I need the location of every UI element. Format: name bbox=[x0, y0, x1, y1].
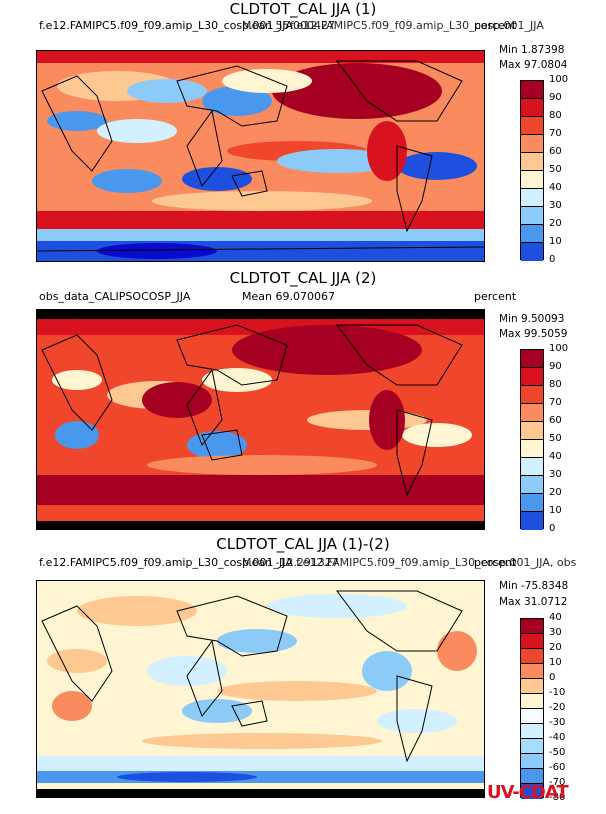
colorbar-tick-label: 70 bbox=[549, 128, 562, 139]
colorbar-segment bbox=[521, 117, 543, 135]
colorbar-tick-label: 30 bbox=[549, 469, 562, 480]
colorbar-segment bbox=[521, 189, 543, 207]
panel3-max: Max 31.0712 bbox=[499, 596, 568, 608]
colorbar-segment bbox=[521, 754, 543, 769]
colorbar-tick-label: 40 bbox=[549, 451, 562, 462]
colorbar-segment bbox=[521, 476, 543, 494]
panel1-min: Min 1.87398 bbox=[499, 44, 565, 56]
panel2-map-svg bbox=[37, 310, 484, 529]
colorbar-tick-label: -80 bbox=[549, 792, 566, 803]
colorbar-segment bbox=[521, 440, 543, 458]
panel3-units: percent bbox=[474, 556, 517, 569]
colorbar-tick-label: 50 bbox=[549, 164, 562, 175]
colorbar-tick-label: -70 bbox=[549, 777, 566, 788]
colorbar-tick-label: 100 bbox=[549, 343, 569, 354]
colorbar-tick-label: -50 bbox=[549, 747, 566, 758]
colorbar-segment bbox=[521, 694, 543, 709]
colorbar-tick-label: 80 bbox=[549, 110, 562, 121]
panel3-map bbox=[36, 580, 485, 798]
colorbar-segment bbox=[521, 171, 543, 189]
colorbar-tick-label: 0 bbox=[549, 523, 556, 534]
panel1-mean: Mean 55.000427 bbox=[242, 19, 335, 32]
panel1-max: Max 97.0804 bbox=[499, 59, 568, 71]
colorbar-segment bbox=[521, 386, 543, 404]
panel3-min: Min -75.8348 bbox=[499, 580, 569, 592]
colorbar-segment bbox=[521, 679, 543, 694]
colorbar-segment bbox=[521, 368, 543, 386]
colorbar-tick-label: 100 bbox=[549, 74, 569, 85]
logo-text: UV-CDAT bbox=[487, 782, 569, 803]
colorbar-tick-label: -30 bbox=[549, 717, 566, 728]
panel2-max: Max 99.5059 bbox=[499, 328, 568, 340]
panel2-colorbar bbox=[520, 349, 544, 530]
colorbar-segment bbox=[521, 634, 543, 649]
colorbar-tick-label: 90 bbox=[549, 361, 562, 372]
colorbar-segment bbox=[521, 724, 543, 739]
panel2-units: percent bbox=[474, 290, 517, 303]
colorbar-tick-label: -40 bbox=[549, 732, 566, 743]
panel1-case-label: f.e12.FAMIPC5.f09_f09.amip_L30_cosp.001_… bbox=[39, 19, 293, 32]
colorbar-segment bbox=[521, 243, 543, 261]
colorbar-tick-label: -10 bbox=[549, 687, 566, 698]
colorbar-tick-label: 80 bbox=[549, 379, 562, 390]
colorbar-segment bbox=[521, 207, 543, 225]
colorbar-segment bbox=[521, 81, 543, 99]
colorbar-segment bbox=[521, 422, 543, 440]
colorbar-segment bbox=[521, 99, 543, 117]
colorbar-segment bbox=[521, 619, 543, 634]
colorbar-tick-label: 20 bbox=[549, 218, 562, 229]
panel1-map bbox=[36, 50, 485, 262]
panel1-case-label-2: f.e12.FAMIPC5.f09_f09.amip_L30_cosp.001_… bbox=[290, 19, 544, 32]
colorbar-tick-label: 20 bbox=[549, 642, 562, 653]
colorbar-segment bbox=[521, 664, 543, 679]
colorbar-segment bbox=[521, 350, 543, 368]
panel3-mean: Mean -12.291327 bbox=[242, 556, 339, 569]
colorbar-tick-label: 70 bbox=[549, 397, 562, 408]
panel1-colorbar bbox=[520, 80, 544, 261]
colorbar-tick-label: 40 bbox=[549, 612, 562, 623]
colorbar-tick-label: 0 bbox=[549, 254, 556, 265]
panel1-map-svg bbox=[37, 51, 484, 261]
colorbar-segment bbox=[521, 769, 543, 784]
panel2-min: Min 9.50093 bbox=[499, 313, 565, 325]
panel3-case-label-2: f.e12.FAMIPC5.f09_f09.amip_L30_cosp.001_… bbox=[296, 556, 577, 569]
colorbar-segment bbox=[521, 649, 543, 664]
panel1-title: CLDTOT_CAL JJA (1) bbox=[229, 0, 377, 18]
panel2-case-label: obs_data_CALIPSOCOSP_JJA bbox=[39, 290, 191, 303]
colorbar-tick-label: 40 bbox=[549, 182, 562, 193]
colorbar-segment bbox=[521, 739, 543, 754]
colorbar-segment bbox=[521, 153, 543, 171]
colorbar-segment bbox=[521, 135, 543, 153]
colorbar-segment bbox=[521, 225, 543, 243]
colorbar-tick-label: 60 bbox=[549, 146, 562, 157]
colorbar-tick-label: 50 bbox=[549, 433, 562, 444]
panel3-colorbar bbox=[520, 618, 544, 799]
colorbar-tick-label: 90 bbox=[549, 92, 562, 103]
colorbar-segment bbox=[521, 709, 543, 724]
uvcdat-logo: UV-CDAT bbox=[487, 782, 569, 803]
panel3-map-svg bbox=[37, 581, 484, 797]
colorbar-segment bbox=[521, 784, 543, 799]
colorbar-tick-label: 10 bbox=[549, 657, 562, 668]
colorbar-segment bbox=[521, 512, 543, 530]
colorbar-tick-label: 10 bbox=[549, 505, 562, 516]
colorbar-tick-label: 20 bbox=[549, 487, 562, 498]
panel3-case-label: f.e12.FAMIPC5.f09_f09.amip_L30_cosp.001_… bbox=[39, 556, 293, 569]
colorbar-segment bbox=[521, 404, 543, 422]
colorbar-tick-label: 30 bbox=[549, 200, 562, 211]
colorbar-tick-label: 10 bbox=[549, 236, 562, 247]
colorbar-tick-label: 0 bbox=[549, 672, 556, 683]
colorbar-tick-label: -20 bbox=[549, 702, 566, 713]
panel2-mean: Mean 69.070067 bbox=[242, 290, 335, 303]
colorbar-tick-label: 60 bbox=[549, 415, 562, 426]
colorbar-segment bbox=[521, 458, 543, 476]
colorbar-tick-label: -60 bbox=[549, 762, 566, 773]
colorbar-tick-label: 30 bbox=[549, 627, 562, 638]
panel3-title: CLDTOT_CAL JJA (1)-(2) bbox=[216, 535, 390, 553]
colorbar-segment bbox=[521, 494, 543, 512]
panel2-map bbox=[36, 309, 485, 530]
panel1-units: percent bbox=[474, 19, 517, 32]
panel2-title: CLDTOT_CAL JJA (2) bbox=[229, 269, 377, 287]
